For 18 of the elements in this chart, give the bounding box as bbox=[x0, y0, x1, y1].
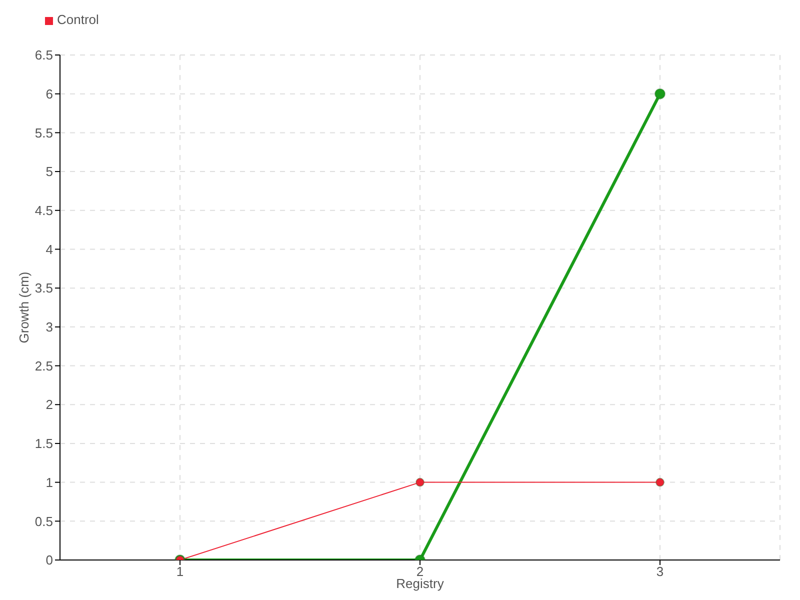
x-tick-label: 1 bbox=[176, 564, 184, 580]
x-tick-label: 3 bbox=[656, 564, 664, 580]
y-tick-label: 4 bbox=[46, 242, 53, 257]
y-tick-label: 2 bbox=[46, 397, 53, 412]
y-tick-label: 5.5 bbox=[34, 125, 53, 140]
legend-label: Control bbox=[57, 12, 99, 27]
y-tick-label: 6 bbox=[46, 86, 53, 102]
y-tick-label: 6.5 bbox=[34, 48, 53, 63]
y-tick-label: 3 bbox=[46, 320, 53, 335]
y-tick-label: 4.5 bbox=[34, 203, 53, 218]
y-axis-title: Growth (cm) bbox=[16, 272, 32, 344]
y-tick-label: 5 bbox=[46, 164, 53, 180]
y-tick-label: 0.5 bbox=[34, 514, 53, 529]
y-tick-label: 2.5 bbox=[34, 358, 53, 374]
y-tick-label: 0 bbox=[46, 552, 53, 568]
y-tick-label: 3.5 bbox=[34, 280, 53, 296]
y-tick-label: 1 bbox=[46, 474, 53, 490]
y-tick-label: 1.5 bbox=[34, 436, 53, 452]
